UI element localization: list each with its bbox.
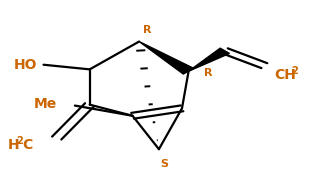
Text: Me: Me [34, 97, 57, 111]
Polygon shape [189, 48, 229, 71]
Text: R: R [204, 68, 213, 78]
Text: HO: HO [14, 58, 37, 72]
Text: R: R [143, 25, 152, 35]
Text: 2: 2 [17, 136, 23, 146]
Text: S: S [160, 159, 168, 169]
Polygon shape [139, 42, 194, 74]
Text: 2: 2 [291, 66, 298, 76]
Text: CH: CH [274, 68, 296, 82]
Text: C: C [22, 138, 32, 152]
Text: H: H [7, 138, 19, 152]
